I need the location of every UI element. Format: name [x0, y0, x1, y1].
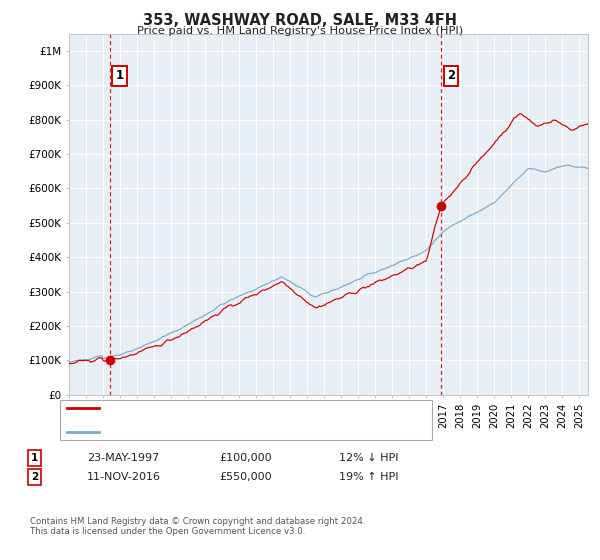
Text: 2: 2 — [447, 69, 455, 82]
Text: 353, WASHWAY ROAD, SALE, M33 4FH (detached house): 353, WASHWAY ROAD, SALE, M33 4FH (detach… — [103, 403, 397, 413]
Text: 2: 2 — [31, 472, 38, 482]
Text: 1: 1 — [31, 453, 38, 463]
Text: 353, WASHWAY ROAD, SALE, M33 4FH: 353, WASHWAY ROAD, SALE, M33 4FH — [143, 13, 457, 28]
Text: 1: 1 — [116, 69, 124, 82]
Text: Price paid vs. HM Land Registry's House Price Index (HPI): Price paid vs. HM Land Registry's House … — [137, 26, 463, 36]
Text: 19% ↑ HPI: 19% ↑ HPI — [339, 472, 398, 482]
Text: £550,000: £550,000 — [219, 472, 272, 482]
Text: This data is licensed under the Open Government Licence v3.0.: This data is licensed under the Open Gov… — [30, 528, 305, 536]
Text: HPI: Average price, detached house, Trafford: HPI: Average price, detached house, Traf… — [103, 427, 337, 437]
Text: 23-MAY-1997: 23-MAY-1997 — [87, 453, 159, 463]
Text: 11-NOV-2016: 11-NOV-2016 — [87, 472, 161, 482]
Text: 12% ↓ HPI: 12% ↓ HPI — [339, 453, 398, 463]
Text: Contains HM Land Registry data © Crown copyright and database right 2024.: Contains HM Land Registry data © Crown c… — [30, 517, 365, 526]
Text: £100,000: £100,000 — [219, 453, 272, 463]
